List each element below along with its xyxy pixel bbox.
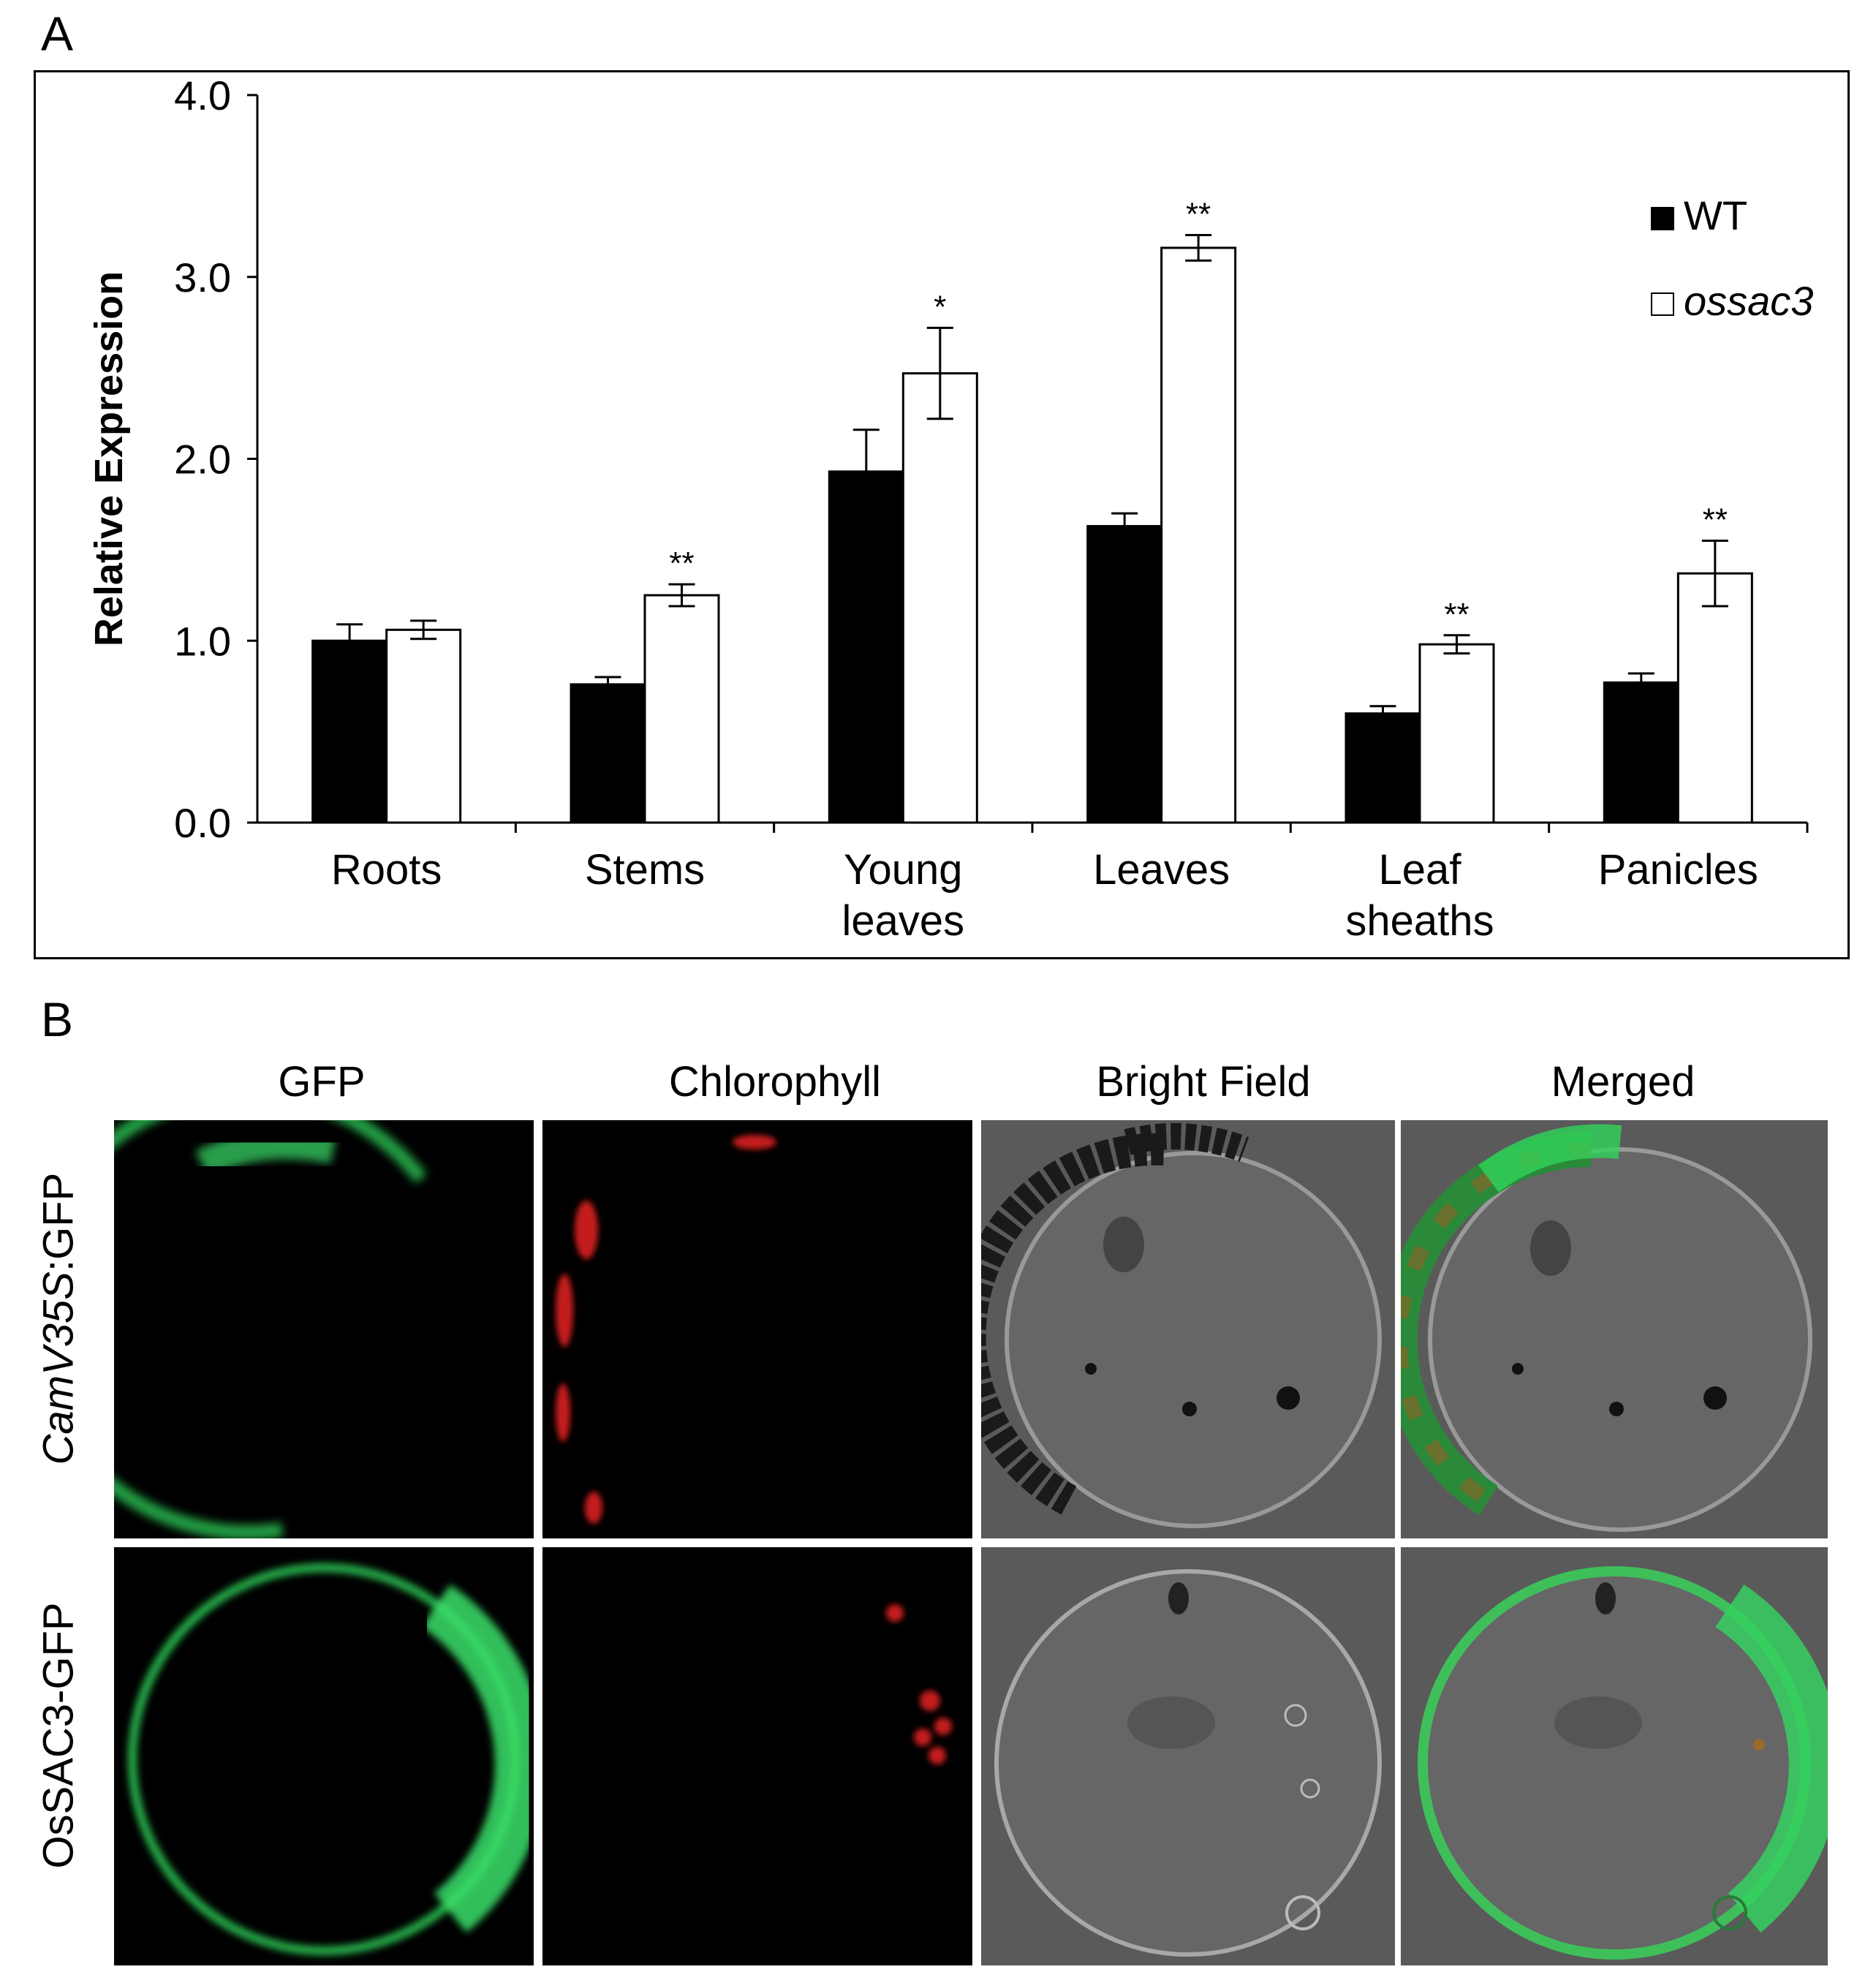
bar-ossac3 [385, 628, 462, 824]
bar-chart: 0.0 1.0 2.0 3.0 4.0 Relative Expression Roots *… [87, 72, 1813, 945]
micrograph-ossac3-merged [1401, 1547, 1828, 1965]
micrograph-camv35s-gfp [114, 1120, 534, 1538]
significance-marker: ** [1186, 197, 1211, 233]
micrograph-ossac3-bright-field [981, 1547, 1395, 1965]
x-tick-label: Stems [585, 846, 705, 894]
bar-wt [1344, 712, 1421, 824]
micrograph-camv35s-bright-field [981, 1120, 1395, 1538]
bar-wt [1603, 681, 1679, 824]
y-tick-label: 2.0 [174, 437, 231, 483]
micrograph-camv35s-merged [1401, 1120, 1828, 1538]
micrograph-ossac3-gfp [114, 1547, 534, 1965]
row-title-camv35s-gfp: CamV35S:GFP [34, 1100, 83, 1538]
significance-marker: ** [1444, 597, 1469, 632]
panel-b-label: B [41, 992, 74, 1046]
bar-wt [311, 639, 388, 824]
micrograph-ossac3-chlorophyll [542, 1547, 972, 1965]
column-title-chlorophyll: Chlorophyll [668, 1058, 882, 1106]
y-tick-label: 4.0 [174, 72, 231, 118]
legend-label-ossac3: ossac3 [1684, 278, 1813, 324]
column-title-gfp: GFP [278, 1058, 366, 1106]
significance-marker: ** [669, 545, 694, 581]
column-title-merged: Merged [1551, 1058, 1695, 1106]
y-tick-label: 1.0 [174, 618, 231, 664]
legend-swatch-ossac3 [1651, 292, 1674, 316]
row-title-ossac3-gfp: OsSAC3-GFP [34, 1516, 83, 1955]
significance-marker: * [934, 289, 946, 325]
bar-ossac3 [901, 372, 978, 824]
y-axis-label: Relative Expression [87, 271, 131, 646]
row-title-italic-part: CamV35S [34, 1272, 83, 1465]
row-title-rest: :GFP [34, 1172, 83, 1272]
y-tick-label: 0.0 [174, 800, 231, 846]
bar-ossac3 [1418, 643, 1495, 824]
bar-ossac3 [643, 594, 720, 824]
bar-wt [828, 470, 904, 824]
panel-a-label: A [41, 7, 74, 61]
x-tick-label: Panicles [1598, 846, 1758, 894]
row-title-rest: OsSAC3-GFP [34, 1602, 83, 1869]
x-tick-label: Leaves [1093, 846, 1230, 894]
significance-marker: ** [1703, 502, 1728, 537]
bar-wt [1086, 525, 1163, 824]
bar-wt [570, 683, 646, 824]
column-title-bright-field: Bright Field [1096, 1058, 1311, 1106]
micrograph-camv35s-chlorophyll [542, 1120, 972, 1538]
bar-ossac3 [1676, 572, 1753, 824]
x-tick-label: Roots [331, 846, 442, 894]
x-tick-label: sheaths [1345, 897, 1494, 945]
x-tick-label: Young [844, 846, 962, 894]
y-tick-label: 3.0 [174, 254, 231, 301]
legend-label-wt: WT [1684, 192, 1747, 238]
legend-swatch-wt [1651, 207, 1674, 230]
x-tick-label: leaves [842, 897, 965, 945]
chart-frame: 0.0 1.0 2.0 3.0 4.0 Relative Expression Roots *… [34, 70, 1850, 959]
bar-ossac3 [1160, 246, 1237, 824]
x-tick-label: Leaf [1379, 846, 1462, 894]
